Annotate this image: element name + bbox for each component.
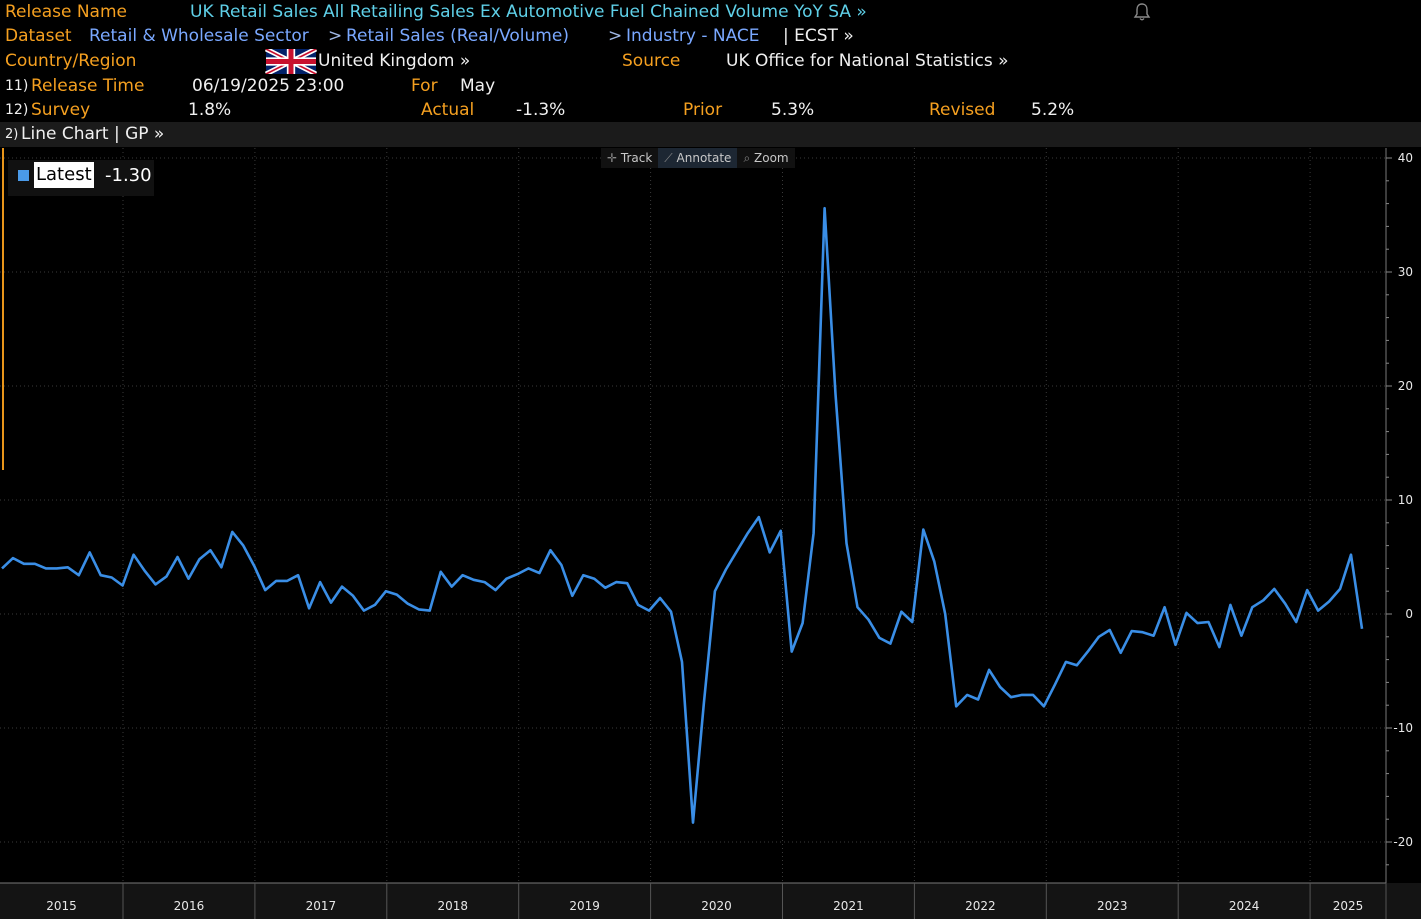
prior-label: Prior xyxy=(683,100,723,120)
actual-label: Actual xyxy=(421,100,475,120)
zoom-label: Zoom xyxy=(754,151,789,165)
survey-num[interactable]: 12) xyxy=(5,102,29,118)
pencil-icon: ⟋ xyxy=(664,151,673,165)
magnifier-icon: ⌕ xyxy=(743,151,751,165)
x-tick-label: 2025 xyxy=(1333,899,1364,913)
y-tick-label: 10 xyxy=(1398,493,1413,507)
x-tick-label: 2020 xyxy=(701,899,732,913)
x-tick-label: 2023 xyxy=(1097,899,1128,913)
for-label: For xyxy=(411,76,438,96)
crosshair-icon: ✛ xyxy=(607,151,618,165)
country-link[interactable]: United Kingdom » xyxy=(318,51,471,71)
dataset-part-3[interactable]: Industry - NACE xyxy=(626,26,760,46)
x-tick-label: 2024 xyxy=(1229,899,1260,913)
x-tick-label: 2017 xyxy=(306,899,337,913)
x-tick-label: 2016 xyxy=(174,899,205,913)
legend-label: Latest xyxy=(34,162,94,188)
release-time-row: 11) Release Time 06/19/2025 23:00 For Ma… xyxy=(0,74,1421,99)
country-label: Country/Region xyxy=(5,51,137,71)
y-tick-label: 40 xyxy=(1398,151,1413,165)
x-tick-label: 2015 xyxy=(46,899,77,913)
legend-swatch xyxy=(18,170,29,181)
dataset-part-2[interactable]: Retail Sales (Real/Volume) xyxy=(346,26,569,46)
x-tick-label: 2021 xyxy=(833,899,864,913)
dataset-row: Dataset Retail & Wholesale Sector > Reta… xyxy=(0,24,1421,49)
release-time-label[interactable]: Release Time xyxy=(31,76,145,96)
chart-legend[interactable]: Latest -1.30 xyxy=(8,160,154,196)
series-line-latest xyxy=(1,206,1364,824)
dataset-code[interactable]: | ECST » xyxy=(783,26,854,46)
x-axis-band xyxy=(0,883,1421,919)
x-tick-label: 2022 xyxy=(965,899,996,913)
track-label: Track xyxy=(620,151,653,165)
chart-toolbar: ✛ Track ⟋ Annotate ⌕ Zoom xyxy=(601,148,795,168)
for-value: May xyxy=(460,76,496,96)
legend-value: -1.30 xyxy=(105,165,152,186)
release-time-value: 06/19/2025 23:00 xyxy=(192,76,345,96)
x-tick-label: 2018 xyxy=(437,899,468,913)
source-label: Source xyxy=(622,51,681,71)
actual-value: -1.3% xyxy=(516,100,566,120)
source-link[interactable]: UK Office for National Statistics » xyxy=(726,51,1009,71)
dataset-sep-2: > xyxy=(608,26,623,46)
orange-accent-rule xyxy=(2,148,4,470)
prior-value: 5.3% xyxy=(771,100,815,120)
zoom-button[interactable]: ⌕ Zoom xyxy=(737,148,795,168)
y-tick-label: -20 xyxy=(1393,835,1413,849)
y-tick-label: 0 xyxy=(1405,607,1413,621)
line-chart[interactable]: 40 30 20 10 0 -10 -20 2015 2016 2017 2018 2019 2020 2… xyxy=(0,148,1421,919)
x-tick-label: 2019 xyxy=(569,899,600,913)
y-tick-label: 20 xyxy=(1398,379,1413,393)
annotate-label: Annotate xyxy=(676,151,732,165)
country-row: Country/Region United Kingdom » Source U… xyxy=(0,49,1421,74)
chart-type-label[interactable]: Line Chart | GP » xyxy=(21,124,165,144)
release-name-row: Release Name UK Retail Sales All Retaili… xyxy=(0,0,1421,25)
chart-type-num[interactable]: 2) xyxy=(5,127,19,142)
survey-label[interactable]: Survey xyxy=(31,100,91,120)
revised-value: 5.2% xyxy=(1031,100,1075,120)
revised-label: Revised xyxy=(929,100,996,120)
uk-flag-icon xyxy=(265,49,317,74)
bell-icon[interactable] xyxy=(1132,2,1152,22)
release-time-num[interactable]: 11) xyxy=(5,78,29,94)
chart-type-bar: 2) Line Chart | GP » xyxy=(0,122,1421,147)
survey-value: 1.8% xyxy=(188,100,232,120)
track-button[interactable]: ✛ Track xyxy=(601,148,659,168)
dataset-label: Dataset xyxy=(5,26,72,46)
y-tick-label: 30 xyxy=(1398,265,1413,279)
release-name-link[interactable]: UK Retail Sales All Retailing Sales Ex A… xyxy=(190,2,867,22)
dataset-part-1[interactable]: Retail & Wholesale Sector xyxy=(89,26,309,46)
annotate-button[interactable]: ⟋ Annotate xyxy=(658,148,738,168)
y-tick-label: -10 xyxy=(1393,721,1413,735)
release-name-label: Release Name xyxy=(5,2,127,22)
survey-row: 12) Survey 1.8% Actual -1.3% Prior 5.3% … xyxy=(0,98,1421,123)
dataset-sep-1: > xyxy=(328,26,343,46)
